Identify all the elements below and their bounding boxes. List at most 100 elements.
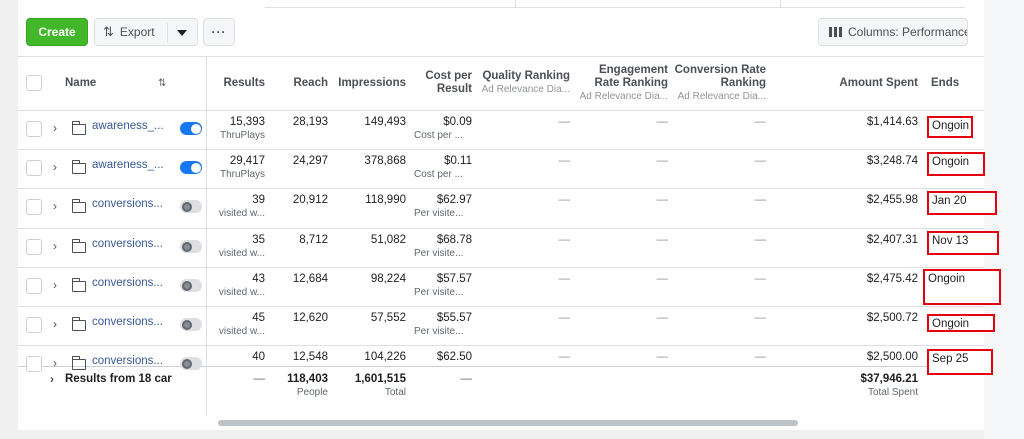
delivery-toggle[interactable] <box>180 279 202 292</box>
totals-reach-value: 118,403 <box>287 373 328 385</box>
row-checkbox[interactable] <box>26 317 42 333</box>
header-engagement-line2: Rate Ranking <box>594 77 669 89</box>
folder-icon <box>71 121 86 135</box>
amount-spent-cell: $1,414.63 <box>866 116 918 128</box>
impressions-cell: 51,082 <box>370 234 406 246</box>
chevron-right-icon[interactable]: › <box>53 356 57 370</box>
reach-cell: 24,297 <box>292 155 328 167</box>
campaign-name-link[interactable]: conversions... <box>92 198 163 210</box>
chevron-right-icon[interactable]: › <box>53 121 57 135</box>
results-cell: 15,393 ThruPlays <box>210 116 265 142</box>
header-amount-spent[interactable]: Amount Spent <box>839 77 918 89</box>
header-reach[interactable]: Reach <box>293 77 328 89</box>
totals-divider <box>18 366 984 367</box>
reach-cell: 12,548 <box>292 351 328 363</box>
ends-highlight: Ongoin <box>923 269 1001 305</box>
results-cell: 35 visited w... <box>210 234 265 260</box>
cost-type: Per visite... <box>414 287 464 298</box>
table-top-border <box>18 56 984 57</box>
toggle-knob <box>190 123 201 134</box>
campaign-name-link[interactable]: conversions... <box>92 238 163 250</box>
delivery-toggle[interactable] <box>180 122 202 135</box>
campaign-name-link[interactable]: conversions... <box>92 316 163 328</box>
folder-icon <box>71 317 86 331</box>
row-checkbox[interactable] <box>26 356 42 372</box>
header-quality-ranking[interactable]: Quality Ranking Ad Relevance Dia... <box>476 70 570 96</box>
cost-cell: $62.97 Per visite... <box>414 194 472 220</box>
campaign-name-link[interactable]: conversions... <box>92 277 163 289</box>
reach-cell: 12,684 <box>292 273 328 285</box>
ends-highlight: Ongoin <box>927 152 985 176</box>
row-divider <box>18 228 984 229</box>
cost-cell: $0.09 Cost per ... <box>414 116 472 142</box>
results-type: visited w... <box>218 248 265 259</box>
row-divider <box>18 345 984 346</box>
chevron-right-icon[interactable]: › <box>53 160 57 174</box>
amount-spent-cell: $2,475.42 <box>866 273 918 285</box>
export-button[interactable]: ⇅ Export <box>94 18 198 46</box>
select-all-checkbox[interactable] <box>26 75 42 91</box>
header-bottom-border <box>18 110 984 111</box>
row-checkbox[interactable] <box>26 278 42 294</box>
impressions-cell: 57,552 <box>370 312 406 324</box>
cost-cell: $0.11 Cost per ... <box>414 155 472 181</box>
ends-highlight: Ongoin <box>927 116 973 138</box>
header-conversion-ranking[interactable]: Conversion Rate Ranking Ad Relevance Dia… <box>674 64 766 103</box>
delivery-toggle[interactable] <box>180 318 202 331</box>
create-button[interactable]: Create <box>26 18 88 46</box>
engagement-ranking-cell: — <box>656 234 669 246</box>
totals-cost: — <box>460 373 473 385</box>
row-checkbox[interactable] <box>26 199 42 215</box>
chevron-right-icon[interactable]: › <box>53 199 57 213</box>
row-checkbox[interactable] <box>26 160 42 176</box>
header-ends[interactable]: Ends <box>931 77 960 89</box>
columns-dropdown[interactable]: Columns: Performance <box>818 18 968 46</box>
export-divider <box>167 23 168 43</box>
quality-ranking-cell: — <box>558 351 571 363</box>
chevron-right-icon[interactable]: › <box>53 278 57 292</box>
amount-spent-cell: $2,500.72 <box>866 312 918 324</box>
results-value: 40 <box>252 351 265 363</box>
header-engagement-line1: Engagement <box>598 64 668 76</box>
campaign-name-link[interactable]: awareness_... <box>92 120 164 132</box>
campaign-name-link[interactable]: awareness_... <box>92 159 164 171</box>
chevron-right-icon[interactable]: › <box>53 317 57 331</box>
cost-cell: $62.50 <box>414 351 472 364</box>
ends-highlight: Jan 20 <box>927 191 997 215</box>
chevron-right-icon[interactable]: › <box>50 372 54 386</box>
header-engagement-sub: Ad Relevance Dia... <box>579 91 668 102</box>
horizontal-scrollbar-thumb[interactable] <box>218 420 798 426</box>
header-results[interactable]: Results <box>223 77 265 89</box>
row-checkbox[interactable] <box>26 239 42 255</box>
sort-icon[interactable]: ⇅ <box>158 78 167 89</box>
folder-icon <box>71 278 86 292</box>
delivery-toggle[interactable] <box>180 240 202 253</box>
header-name[interactable]: Name <box>65 77 97 89</box>
ads-manager-panel <box>18 0 984 430</box>
delivery-toggle[interactable] <box>180 200 202 213</box>
conversion-ranking-cell: — <box>754 351 767 363</box>
delivery-toggle[interactable] <box>180 161 202 174</box>
conversion-ranking-cell: — <box>754 194 767 206</box>
more-options-button[interactable]: ··· <box>203 18 235 46</box>
results-cell: 45 visited w... <box>210 312 265 338</box>
header-cost-per-result[interactable]: Cost per Result <box>414 70 472 96</box>
delivery-toggle[interactable] <box>180 357 202 370</box>
totals-spent: $37,946.21 Total Spent <box>820 373 918 399</box>
results-type: visited w... <box>218 208 265 219</box>
row-checkbox[interactable] <box>26 121 42 137</box>
totals-spent-sub: Total Spent <box>867 387 918 398</box>
cost-value: $57.57 <box>436 273 472 285</box>
chevron-right-icon[interactable]: › <box>53 239 57 253</box>
cost-value: $0.11 <box>444 155 472 167</box>
amount-spent-cell: $2,455.98 <box>866 194 918 206</box>
header-impressions[interactable]: Impressions <box>338 77 406 89</box>
totals-impressions: 1,601,515 Total <box>336 373 406 399</box>
campaign-name-link[interactable]: conversions... <box>92 355 163 367</box>
results-value: 39 <box>252 194 265 206</box>
engagement-ranking-cell: — <box>656 273 669 285</box>
export-icon: ⇅ <box>103 24 114 39</box>
chevron-down-icon[interactable] <box>177 30 187 36</box>
header-engagement-ranking[interactable]: Engagement Rate Ranking Ad Relevance Dia… <box>576 64 668 103</box>
toggle-knob <box>190 162 201 173</box>
